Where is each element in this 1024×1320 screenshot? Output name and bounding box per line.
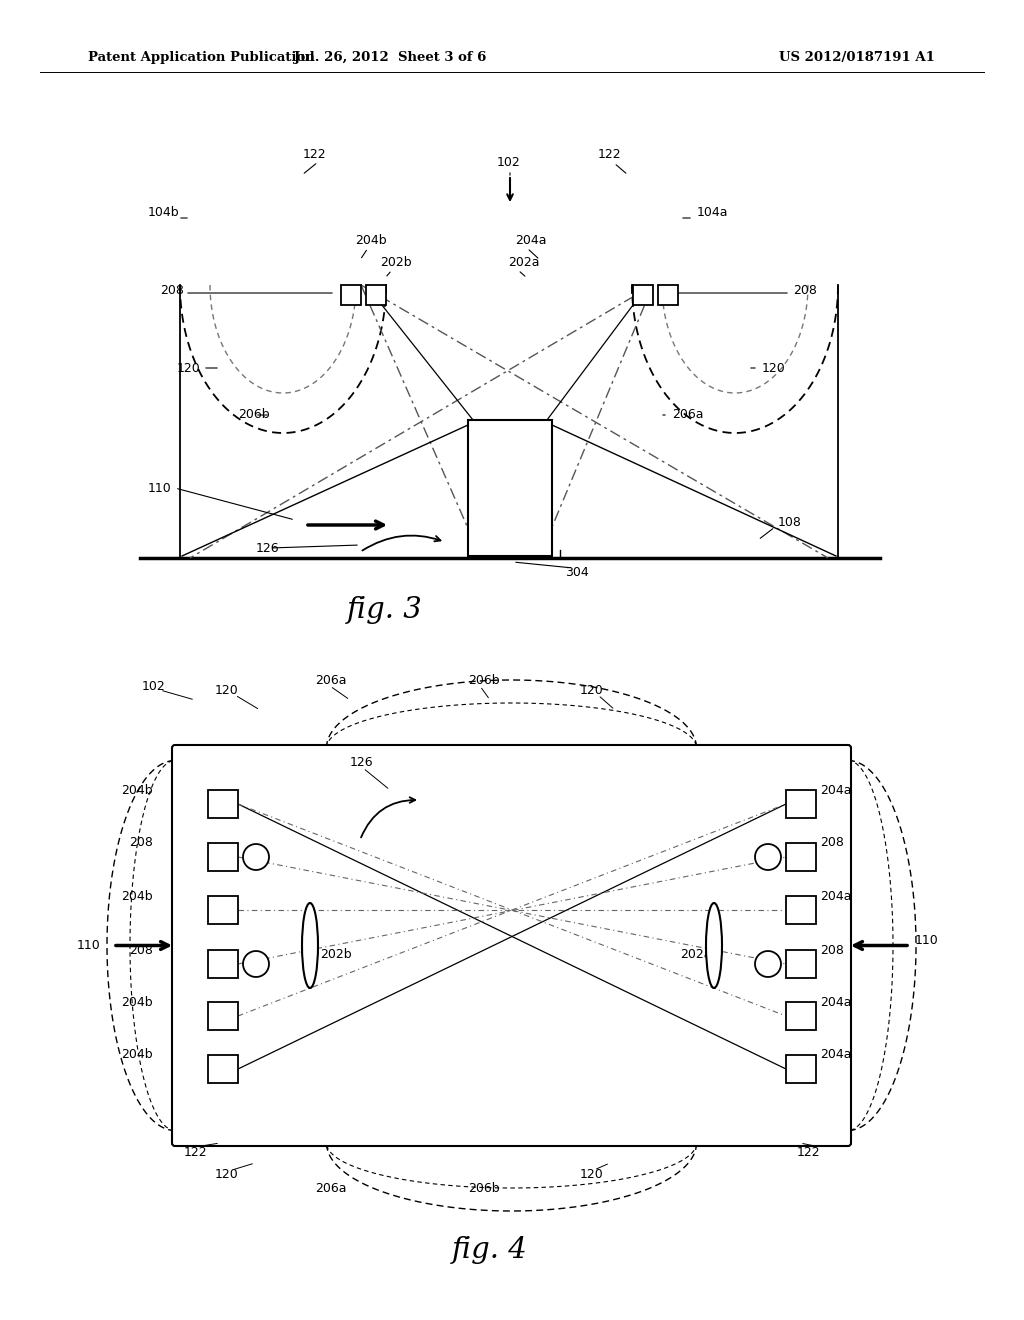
Bar — [633, 285, 653, 305]
Bar — [786, 1055, 816, 1082]
Bar — [366, 285, 386, 305]
Text: 204a: 204a — [820, 890, 852, 903]
Bar — [786, 1002, 816, 1030]
Text: Jul. 26, 2012  Sheet 3 of 6: Jul. 26, 2012 Sheet 3 of 6 — [294, 51, 486, 65]
Text: 206a: 206a — [672, 408, 703, 421]
Bar — [208, 1055, 238, 1082]
Text: 120: 120 — [215, 684, 239, 697]
FancyBboxPatch shape — [172, 744, 851, 1146]
Text: 206a: 206a — [315, 673, 346, 686]
Text: 126: 126 — [350, 755, 374, 768]
Text: 204a: 204a — [820, 784, 852, 796]
Text: 208: 208 — [129, 837, 153, 850]
Text: 204b: 204b — [355, 234, 387, 247]
Text: 126: 126 — [256, 541, 280, 554]
Text: 204a: 204a — [515, 234, 547, 247]
Text: 202b: 202b — [380, 256, 412, 269]
Text: 104b: 104b — [148, 206, 179, 219]
Text: 202a: 202a — [508, 256, 540, 269]
Text: 206b: 206b — [468, 1181, 500, 1195]
Bar — [341, 285, 361, 305]
Text: 204a: 204a — [820, 1048, 852, 1061]
Text: 102: 102 — [142, 680, 166, 693]
Text: 208: 208 — [820, 944, 844, 957]
Text: 110: 110 — [76, 939, 100, 952]
Circle shape — [755, 950, 781, 977]
Text: 110: 110 — [148, 482, 172, 495]
Text: 206a: 206a — [315, 1181, 346, 1195]
Text: 208: 208 — [793, 284, 817, 297]
Circle shape — [243, 843, 269, 870]
Bar — [208, 1002, 238, 1030]
Text: 304: 304 — [565, 565, 589, 578]
Text: 110: 110 — [915, 935, 939, 946]
Text: 202b: 202b — [319, 949, 351, 961]
Text: 108: 108 — [778, 516, 802, 529]
Text: US 2012/0187191 A1: US 2012/0187191 A1 — [779, 51, 935, 65]
Text: 120: 120 — [762, 362, 785, 375]
Text: 122: 122 — [183, 1147, 207, 1159]
Text: 102: 102 — [497, 156, 521, 169]
Text: 120: 120 — [177, 362, 201, 375]
Text: 208: 208 — [820, 837, 844, 850]
Text: 122: 122 — [598, 149, 622, 161]
Text: fig. 3: fig. 3 — [347, 597, 423, 624]
Text: 204b: 204b — [122, 995, 153, 1008]
Ellipse shape — [302, 903, 318, 987]
Text: 204b: 204b — [122, 1048, 153, 1061]
Text: 202a: 202a — [680, 949, 712, 961]
Text: 122: 122 — [303, 149, 327, 161]
Text: 204b: 204b — [122, 890, 153, 903]
Bar — [658, 285, 678, 305]
Bar — [208, 789, 238, 818]
Circle shape — [243, 950, 269, 977]
Text: 120: 120 — [580, 1168, 604, 1181]
Text: 206b: 206b — [468, 673, 500, 686]
Bar — [786, 950, 816, 978]
Bar — [468, 420, 552, 556]
Ellipse shape — [706, 903, 722, 987]
Text: 204a: 204a — [820, 995, 852, 1008]
Text: 122: 122 — [797, 1147, 820, 1159]
Text: 120: 120 — [580, 684, 604, 697]
Circle shape — [755, 843, 781, 870]
Text: 208: 208 — [160, 284, 184, 297]
Bar — [786, 789, 816, 818]
Text: fig. 4: fig. 4 — [453, 1236, 528, 1265]
Bar — [208, 843, 238, 871]
Bar — [208, 950, 238, 978]
Text: 208: 208 — [129, 944, 153, 957]
Text: Patent Application Publication: Patent Application Publication — [88, 51, 314, 65]
Bar — [786, 843, 816, 871]
Bar — [786, 896, 816, 924]
Bar — [208, 896, 238, 924]
Text: 120: 120 — [215, 1168, 239, 1181]
Text: 104a: 104a — [697, 206, 728, 219]
Text: 204b: 204b — [122, 784, 153, 796]
Text: 206b: 206b — [238, 408, 269, 421]
